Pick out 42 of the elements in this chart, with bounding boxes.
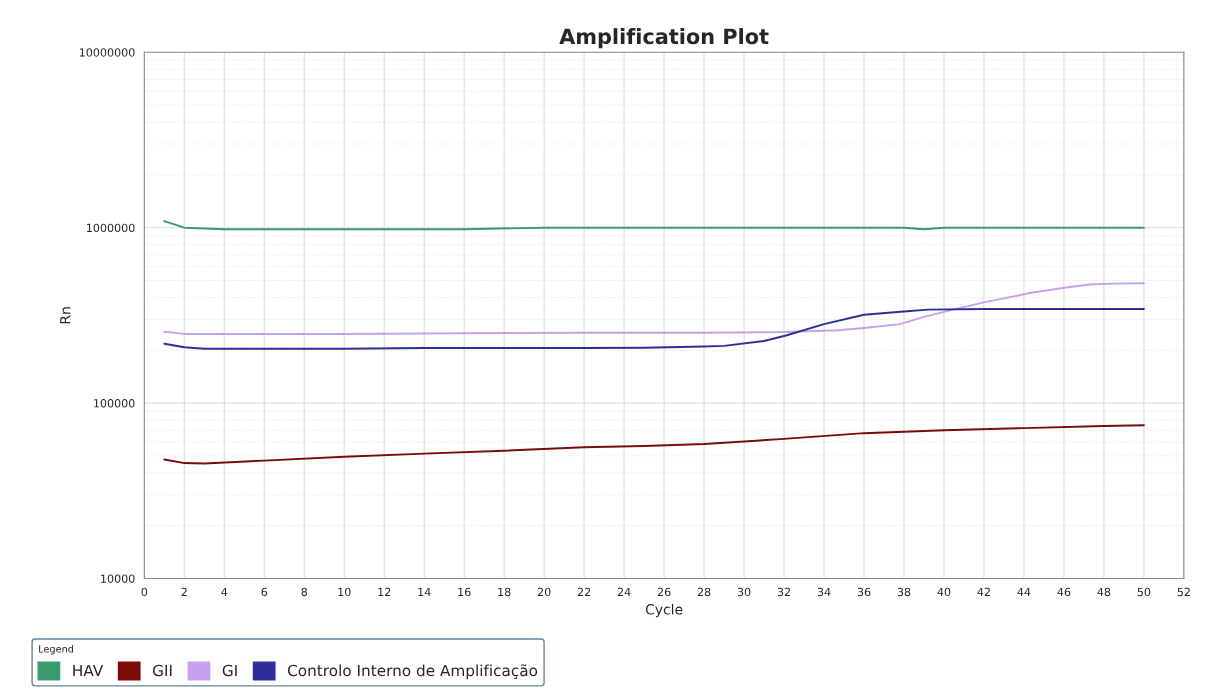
- line-series: [163, 282, 1145, 335]
- x-tick-label: 16: [458, 587, 471, 597]
- chart-title: Amplification Plot: [559, 28, 769, 49]
- x-tick-label: 8: [301, 587, 308, 597]
- legend-label: Controlo Interno de Amplificação: [287, 664, 538, 680]
- x-tick-label: 14: [418, 587, 431, 596]
- x-tick-label: 12: [378, 587, 391, 596]
- x-tick-label: 10: [338, 587, 351, 597]
- x-tick-label: 40: [937, 587, 951, 597]
- y-tick-label: 10000000: [79, 48, 135, 57]
- x-tick-label: 18: [498, 587, 511, 597]
- x-axis-title: Cycle: [645, 603, 683, 618]
- legend-title: Legend: [39, 645, 74, 655]
- y-tick-label: 1000000: [87, 223, 135, 233]
- x-tick-label: 38: [897, 587, 911, 597]
- x-tick-label: 20: [537, 587, 551, 597]
- x-tick-label: 26: [657, 587, 671, 597]
- y-tick-label: 100000: [94, 399, 135, 408]
- x-tick-label: 48: [1097, 587, 1111, 597]
- x-tick-label: 22: [577, 587, 591, 596]
- x-tick-label: 44: [1017, 587, 1031, 596]
- x-tick-label: 30: [737, 587, 751, 597]
- legend-label: HAV: [73, 664, 104, 677]
- x-tick-label: 24: [617, 587, 631, 596]
- x-tick-label: 0: [141, 587, 148, 597]
- x-tick-label: 6: [261, 587, 268, 597]
- x-tick-label: 28: [697, 587, 711, 597]
- legend-label: GII: [152, 664, 172, 677]
- line-series: [163, 424, 1145, 465]
- x-tick-label: 32: [777, 587, 790, 597]
- x-tick-label: 52: [1177, 587, 1190, 597]
- x-tick-label: 50: [1137, 587, 1151, 597]
- x-tick-label: 4: [221, 587, 228, 596]
- y-tick-label: 10000: [101, 574, 135, 583]
- legend-label: GI: [222, 664, 237, 677]
- x-tick-label: 46: [1057, 587, 1071, 597]
- x-tick-label: 42: [977, 587, 990, 596]
- y-axis-title: Rn: [60, 307, 71, 324]
- x-tick-label: 36: [857, 587, 871, 597]
- x-tick-label: 2: [181, 587, 187, 596]
- line-series: [163, 308, 1145, 350]
- x-tick-label: 34: [817, 587, 831, 597]
